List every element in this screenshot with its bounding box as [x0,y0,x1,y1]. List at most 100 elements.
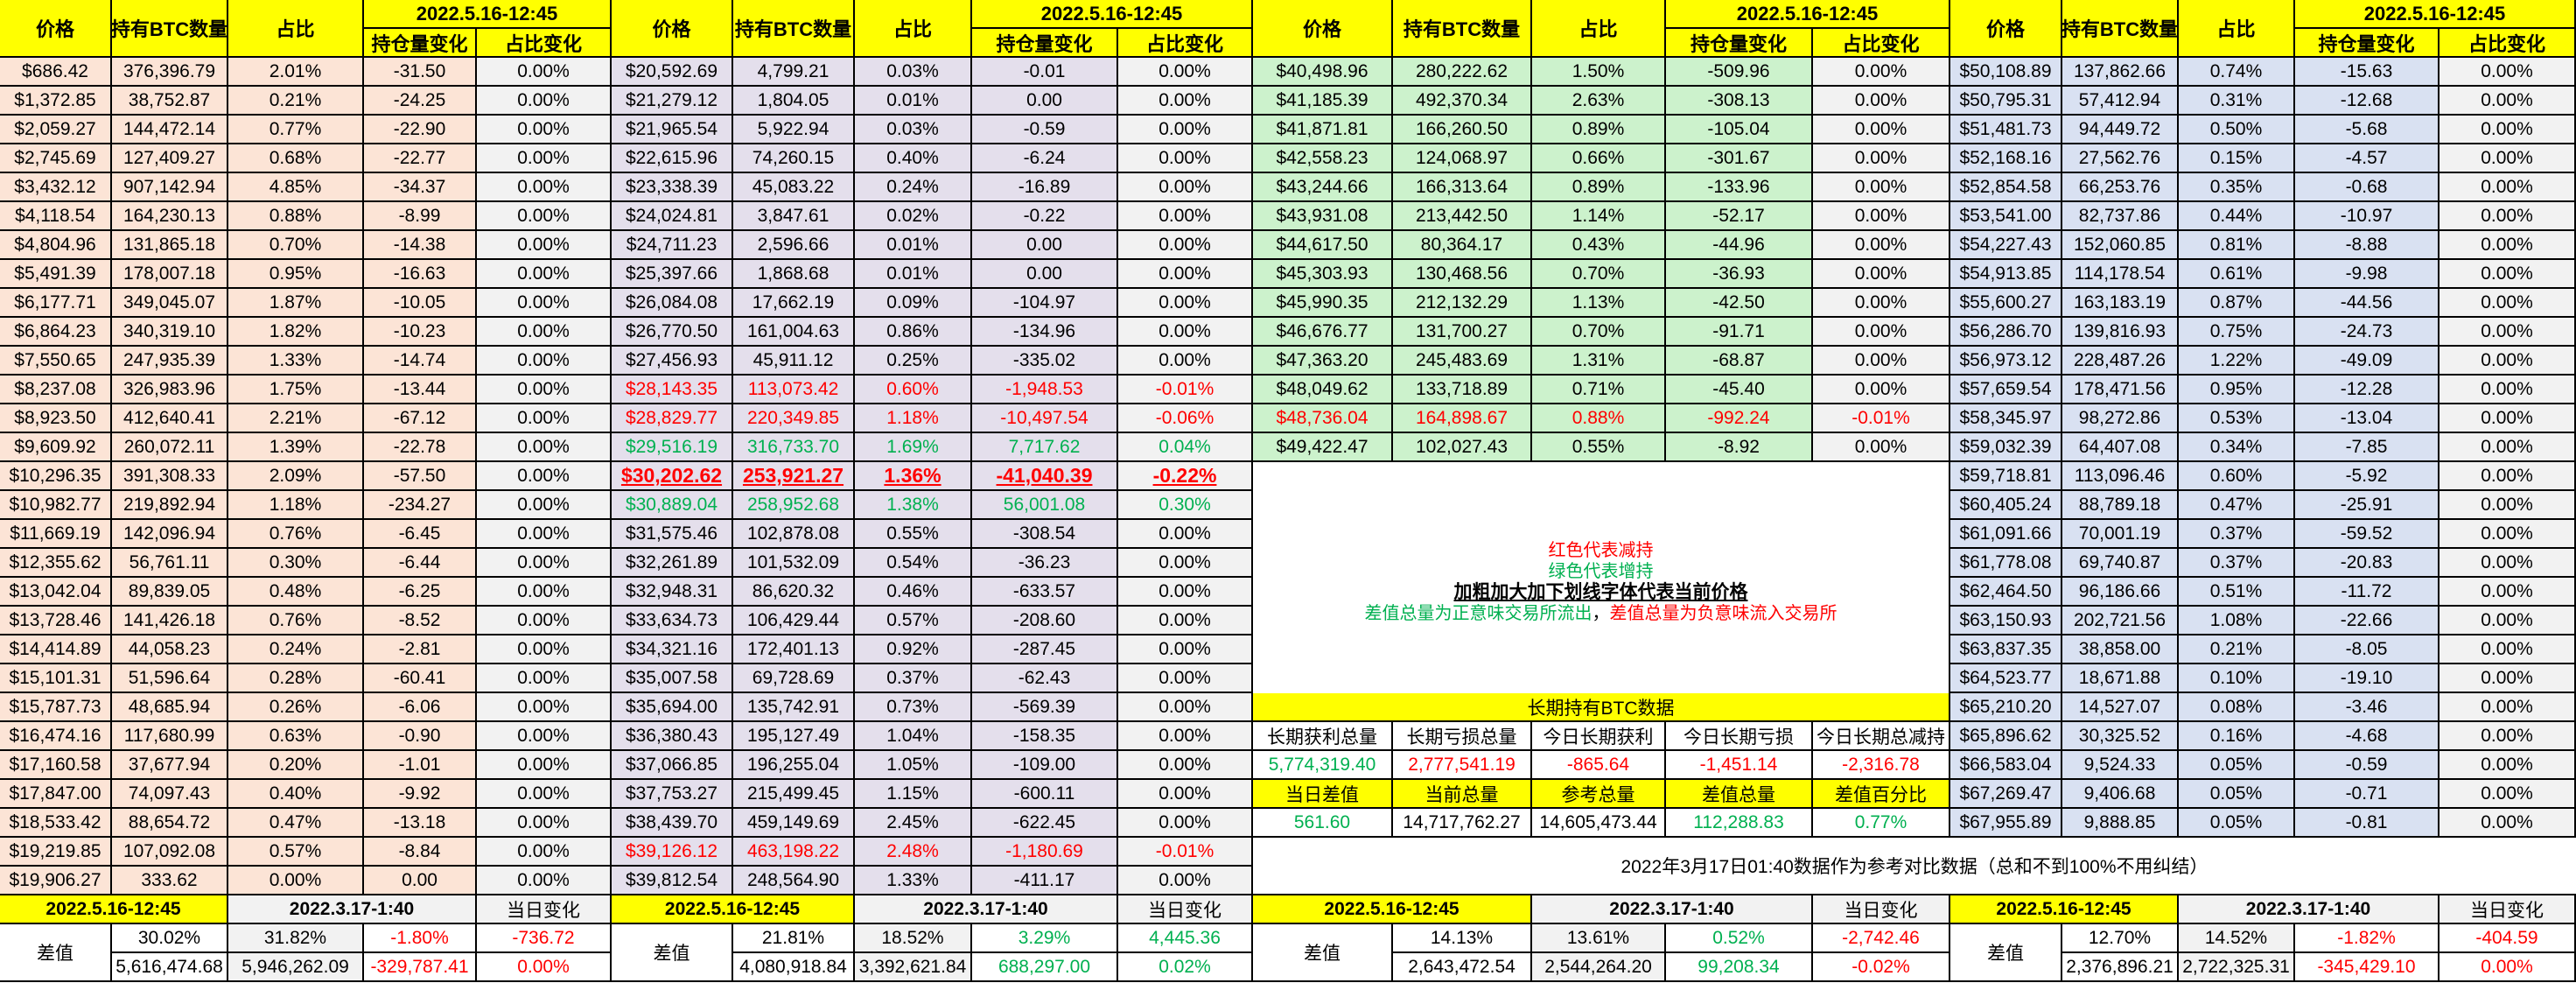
price-cell: $20,592.69 [612,58,733,87]
btc-amount-cell: 219,892.94 [112,491,228,520]
legend-flow-line: 差值总量为正意味交易所流出，差值总量为负意味流入交易所 [1365,603,1838,624]
ratio-cell: 0.70% [228,231,364,260]
ratio-change-cell: 0.00% [1813,260,1950,289]
price-cell: $57,659.54 [1950,376,2062,404]
btc-amount-cell: 376,396.79 [112,58,228,87]
header-ratio: 占比 [1532,0,1666,58]
btc-amount-cell: 139,816.93 [2062,318,2179,347]
position-change-cell: -104.97 [972,289,1118,318]
ratio-cell: 1.15% [855,780,972,809]
btc-amount-cell: 38,858.00 [2062,635,2179,664]
price-cell: $2,745.69 [0,144,112,173]
header-ratio: 占比 [228,0,364,58]
position-change-cell: -22.66 [2295,607,2440,635]
long-term-label-2: 差值百分比 [1813,780,1950,809]
footer-ratio-reference: 14.52% [2179,924,2295,953]
ratio-change-cell: 0.00% [1118,173,1253,202]
btc-amount-cell: 163,183.19 [2062,289,2179,318]
price-cell: $59,718.81 [1950,462,2062,491]
position-change-cell: -36.93 [1666,260,1813,289]
position-change-cell: -19.10 [2295,664,2440,693]
btc-amount-cell: 172,401.13 [733,635,855,664]
position-change-cell: -8.88 [2295,231,2440,260]
btc-amount-cell: 166,313.64 [1393,173,1532,202]
reference-footnote: 2022年3月17日01:40数据作为参考对比数据（总和不到100%不用纠结） [1253,838,2576,895]
position-change-cell: -10.97 [2295,202,2440,231]
price-cell: $28,143.35 [612,376,733,404]
btc-amount-cell: 14,527.07 [2062,693,2179,722]
price-cell: $62,464.50 [1950,578,2062,607]
footer-current-time: 2022.5.16-12:45 [1950,895,2179,924]
position-change-cell: -10.05 [364,289,477,318]
ratio-cell: 0.34% [2179,433,2295,462]
long-term-value: -1,451.14 [1666,751,1813,780]
btc-amount-cell: 102,878.08 [733,520,855,549]
long-term-value: 5,774,319.40 [1253,751,1393,780]
ratio-cell: 0.25% [855,347,972,376]
footer-total-current: 4,080,918.84 [733,953,855,982]
ratio-change-cell: 0.00% [1118,751,1253,780]
position-change-cell: -8.52 [364,607,477,635]
footer-total-diff: 688,297.00 [972,953,1118,982]
btc-amount-cell: 135,742.91 [733,693,855,722]
ratio-change-cell: 0.04% [1118,433,1253,462]
price-cell: $60,405.24 [1950,491,2062,520]
btc-amount-cell: 56,761.11 [112,549,228,578]
position-change-cell: -6.25 [364,578,477,607]
price-cell: $39,812.54 [612,867,733,895]
price-cell: $37,066.85 [612,751,733,780]
position-change-cell: -59.52 [2295,520,2440,549]
price-cell: $22,615.96 [612,144,733,173]
price-cell: $56,286.70 [1950,318,2062,347]
btc-amount-cell: 459,149.69 [733,809,855,838]
footer-day-change-amount: 4,445.36 [1118,924,1253,953]
price-cell: $2,059.27 [0,116,112,144]
long-term-label-2: 差值总量 [1666,780,1813,809]
ratio-cell: 1.18% [855,404,972,433]
ratio-cell: 1.50% [1532,58,1666,87]
btc-amount-cell: 88,789.18 [2062,491,2179,520]
ratio-change-cell: 0.00% [2440,231,2576,260]
position-change-cell: -6.45 [364,520,477,549]
price-cell: $30,202.62 [612,462,733,491]
ratio-cell: 0.24% [228,635,364,664]
position-change-cell: -9.92 [364,780,477,809]
ratio-cell: 0.54% [855,549,972,578]
header-snapshot-time: 2022.5.16-12:45 [2295,0,2576,29]
ratio-cell: 1.14% [1532,202,1666,231]
footer-day-change-label: 当日变化 [477,895,612,924]
ratio-change-cell: 0.00% [477,404,612,433]
btc-amount-cell: 213,442.50 [1393,202,1532,231]
ratio-change-cell: 0.00% [477,607,612,635]
ratio-cell: 1.87% [228,289,364,318]
ratio-cell: 1.33% [228,347,364,376]
position-change-cell: -31.50 [364,58,477,87]
ratio-cell: 1.36% [855,462,972,491]
price-cell: $45,303.93 [1253,260,1393,289]
long-term-label: 今日长期亏损 [1666,722,1813,751]
long-term-label-2: 当日差值 [1253,780,1393,809]
price-cell: $25,397.66 [612,260,733,289]
ratio-cell: 0.53% [2179,404,2295,433]
ratio-change-cell: 0.00% [2440,664,2576,693]
header-price: 价格 [1253,0,1393,58]
ratio-change-cell: 0.00% [2440,549,2576,578]
position-change-cell: -133.96 [1666,173,1813,202]
btc-amount-cell: 164,898.67 [1393,404,1532,433]
price-cell: $34,321.16 [612,635,733,664]
ratio-change-cell: 0.00% [2440,58,2576,87]
ratio-change-cell: 0.00% [1813,376,1950,404]
ratio-cell: 1.18% [228,491,364,520]
ratio-cell: 0.01% [855,231,972,260]
footer-ratio-diff: 3.29% [972,924,1118,953]
ratio-change-cell: 0.00% [477,780,612,809]
ratio-change-cell: 0.00% [1118,318,1253,347]
footer-diff-label: 差值 [1950,924,2062,982]
footer-day-change-amount: -736.72 [477,924,612,953]
footer-current-time: 2022.5.16-12:45 [0,895,228,924]
price-cell: $4,804.96 [0,231,112,260]
footer-diff-label: 差值 [1253,924,1393,982]
ratio-cell: 0.74% [2179,58,2295,87]
btc-amount-cell: 215,499.45 [733,780,855,809]
header-ratio-change: 占比变化 [477,29,612,58]
